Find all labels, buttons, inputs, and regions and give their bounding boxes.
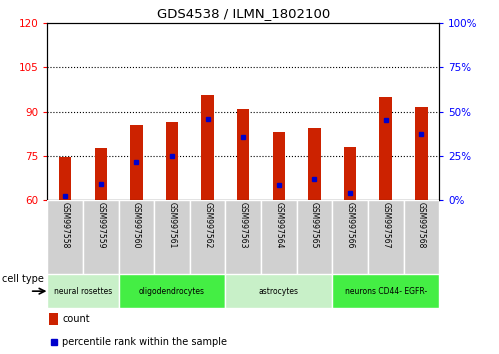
Bar	[47, 274, 119, 308]
Bar	[332, 274, 439, 308]
Title: GDS4538 / ILMN_1802100: GDS4538 / ILMN_1802100	[157, 7, 330, 21]
Bar	[47, 200, 83, 274]
Text: neurons CD44- EGFR-: neurons CD44- EGFR-	[345, 287, 427, 296]
Text: GSM997563: GSM997563	[239, 202, 248, 249]
Text: percentile rank within the sample: percentile rank within the sample	[62, 337, 227, 348]
Text: GSM997564: GSM997564	[274, 202, 283, 249]
Bar	[415, 107, 428, 200]
Text: GSM997558: GSM997558	[61, 202, 70, 249]
Bar	[226, 200, 261, 274]
Text: neural rosettes: neural rosettes	[54, 287, 112, 296]
Text: astrocytes: astrocytes	[259, 287, 299, 296]
Bar	[190, 200, 226, 274]
Text: GSM997562: GSM997562	[203, 202, 212, 249]
Text: GSM997565: GSM997565	[310, 202, 319, 249]
Bar	[237, 109, 250, 200]
Bar	[297, 200, 332, 274]
Bar	[95, 148, 107, 200]
Bar	[59, 157, 71, 200]
Bar	[154, 200, 190, 274]
Bar	[261, 200, 297, 274]
Bar	[308, 128, 321, 200]
Bar	[272, 132, 285, 200]
Bar	[83, 200, 119, 274]
Text: GSM997567: GSM997567	[381, 202, 390, 249]
Bar	[368, 200, 404, 274]
Text: cell type: cell type	[2, 274, 44, 284]
Bar	[226, 274, 332, 308]
Bar	[344, 147, 356, 200]
Bar	[332, 200, 368, 274]
Bar	[202, 95, 214, 200]
Text: count: count	[62, 314, 90, 324]
Bar	[166, 122, 178, 200]
Bar	[404, 200, 439, 274]
Bar	[130, 125, 143, 200]
Bar	[379, 97, 392, 200]
Text: GSM997560: GSM997560	[132, 202, 141, 249]
Text: oligodendrocytes: oligodendrocytes	[139, 287, 205, 296]
Bar	[49, 313, 58, 325]
Bar	[119, 200, 154, 274]
Text: GSM997561: GSM997561	[168, 202, 177, 249]
Text: GSM997568: GSM997568	[417, 202, 426, 249]
Bar	[119, 274, 226, 308]
Text: GSM997559: GSM997559	[96, 202, 105, 249]
Text: GSM997566: GSM997566	[346, 202, 355, 249]
